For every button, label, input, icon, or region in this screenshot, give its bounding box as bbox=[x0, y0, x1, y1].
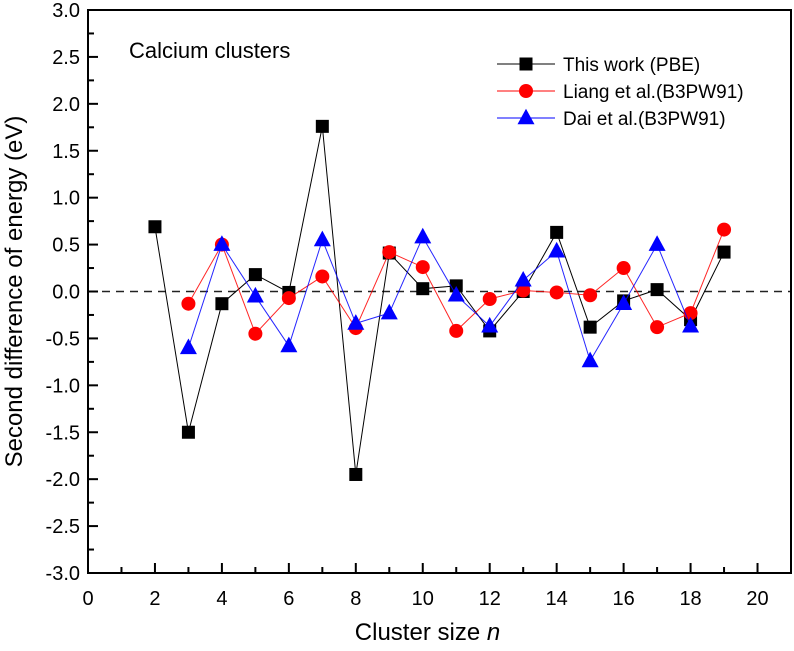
series-line bbox=[154, 126, 725, 475]
data-point-square bbox=[650, 283, 664, 297]
y-tick-label: 2.0 bbox=[52, 94, 80, 116]
x-tick-label: 12 bbox=[479, 588, 501, 610]
x-tick-label: 6 bbox=[283, 588, 294, 610]
data-point-triangle bbox=[246, 286, 264, 303]
data-point-circle bbox=[549, 285, 564, 300]
data-point-circle bbox=[516, 283, 531, 298]
x-tick-label: 14 bbox=[546, 588, 568, 610]
x-axis-title-text: Cluster size bbox=[355, 619, 480, 646]
x-axis-title: Cluster size n bbox=[355, 619, 500, 646]
data-point-square bbox=[717, 245, 731, 259]
data-point-triangle bbox=[682, 316, 700, 333]
y-tick-label: -3.0 bbox=[46, 563, 80, 585]
data-point-circle bbox=[415, 260, 430, 275]
data-point-square bbox=[583, 320, 597, 334]
x-tick-label: 8 bbox=[350, 588, 361, 610]
data-point-triangle bbox=[179, 338, 197, 355]
data-point-circle bbox=[281, 291, 296, 306]
data-point-square bbox=[215, 297, 229, 311]
data-point-circle bbox=[650, 320, 665, 335]
series-square bbox=[148, 119, 731, 481]
data-point-triangle bbox=[548, 241, 566, 258]
x-tick-label: 16 bbox=[612, 588, 634, 610]
data-point-circle bbox=[717, 222, 732, 237]
legend-label: Dai et al.(B3PW91) bbox=[563, 109, 726, 130]
y-tick-label: -1.5 bbox=[46, 422, 80, 444]
series-line bbox=[187, 235, 692, 363]
data-point-triangle bbox=[447, 285, 465, 302]
data-point-triangle bbox=[514, 270, 532, 287]
data-point-circle bbox=[583, 288, 598, 303]
data-point-circle bbox=[382, 245, 397, 260]
data-point-circle bbox=[181, 296, 196, 311]
series-triangle bbox=[179, 227, 700, 368]
data-point-triangle bbox=[615, 294, 633, 310]
data-point-square bbox=[148, 220, 162, 234]
data-point-triangle bbox=[280, 336, 298, 353]
data-point-triangle bbox=[313, 230, 331, 247]
y-axis-title: Second difference of energy (eV) bbox=[1, 116, 28, 468]
legend-item: Liang et al.(B3PW91) bbox=[497, 82, 744, 103]
data-point-square bbox=[550, 225, 564, 239]
series-circle bbox=[181, 222, 732, 341]
data-point-triangle bbox=[648, 235, 666, 251]
x-tick-label: 20 bbox=[746, 588, 768, 610]
data-point-circle bbox=[616, 261, 631, 276]
x-axis-title-variable: n bbox=[487, 619, 500, 646]
legend-marker-triangle bbox=[517, 108, 535, 125]
y-tick-label: 0.5 bbox=[52, 235, 80, 257]
data-point-circle bbox=[315, 269, 330, 284]
legend-marker-square bbox=[519, 57, 533, 71]
y-tick-label: -2.5 bbox=[46, 516, 80, 538]
data-point-square bbox=[416, 282, 430, 296]
y-tick-label: 1.0 bbox=[52, 188, 80, 210]
legend-label: Liang et al.(B3PW91) bbox=[563, 82, 744, 103]
y-tick-label: -1.0 bbox=[46, 375, 80, 397]
y-tick-label: -2.0 bbox=[46, 469, 80, 491]
data-point-triangle bbox=[347, 314, 365, 330]
data-point-square bbox=[349, 467, 363, 481]
x-tick-label: 10 bbox=[412, 588, 434, 610]
data-point-square bbox=[248, 268, 262, 282]
chart-annotation: Calcium clusters bbox=[129, 38, 290, 63]
data-point-triangle bbox=[414, 227, 432, 244]
data-point-circle bbox=[482, 292, 497, 307]
legend-label: This work (PBE) bbox=[563, 55, 700, 76]
x-tick-label: 18 bbox=[679, 588, 701, 610]
data-point-triangle bbox=[481, 316, 499, 333]
x-tick-label: 4 bbox=[216, 588, 227, 610]
x-tick-label: 2 bbox=[149, 588, 160, 610]
y-tick-label: 0.0 bbox=[52, 282, 80, 304]
y-tick-label: 2.5 bbox=[52, 47, 80, 69]
data-point-triangle bbox=[581, 351, 599, 368]
legend-item: Dai et al.(B3PW91) bbox=[497, 108, 726, 130]
data-point-circle bbox=[248, 326, 263, 341]
data-point-square bbox=[181, 425, 195, 439]
legend: This work (PBE) Liang et al.(B3PW91) Dai e… bbox=[497, 55, 744, 130]
y-tick-label: -0.5 bbox=[46, 328, 80, 350]
y-tick-label: 1.5 bbox=[52, 141, 80, 163]
legend-item: This work (PBE) bbox=[497, 55, 700, 76]
y-tick-label: 3.0 bbox=[52, 0, 80, 22]
x-tick-label: 0 bbox=[82, 588, 93, 610]
data-point-triangle bbox=[380, 303, 398, 320]
data-point-circle bbox=[449, 323, 464, 338]
legend-marker-circle bbox=[519, 84, 533, 98]
data-point-square bbox=[315, 119, 329, 133]
data-point-triangle bbox=[213, 235, 231, 251]
